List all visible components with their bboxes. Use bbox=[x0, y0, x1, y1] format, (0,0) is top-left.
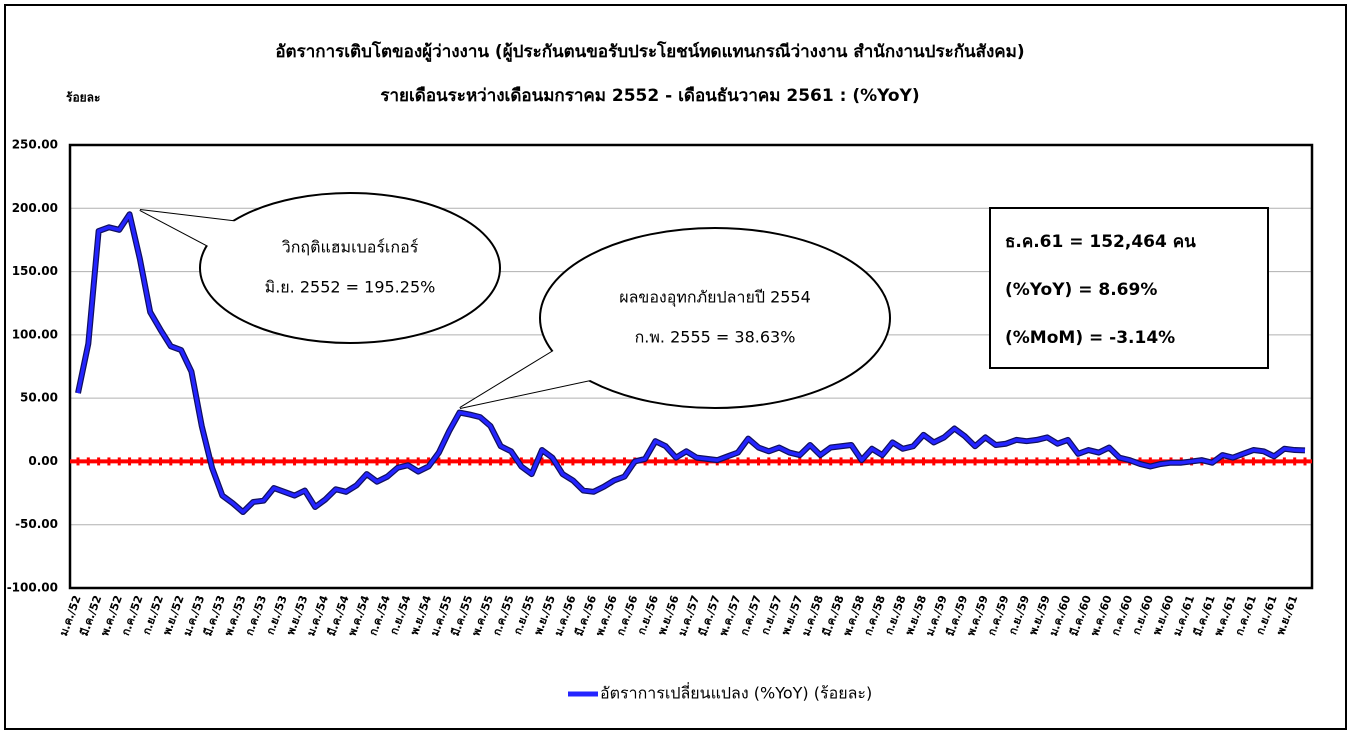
series-line bbox=[76, 212, 1306, 514]
y-tick-label: 0.00 bbox=[28, 454, 58, 468]
y-tick-label: 200.00 bbox=[12, 201, 58, 215]
plot-border bbox=[68, 143, 1314, 590]
info-text: (%YoY) = 8.69% bbox=[1005, 280, 1157, 300]
info-text: (%MoM) = -3.14% bbox=[1005, 328, 1175, 348]
y-tick-label: 250.00 bbox=[12, 138, 58, 152]
chart-subtitle: รายเดือนระหว่างเดือนมกราคม 2552 - เดือนธ… bbox=[380, 85, 919, 106]
callout-text: ผลของอุทกภัยปลายปี 2554 bbox=[619, 288, 811, 308]
info-text: ธ.ค.61 = 152,464 คน bbox=[1005, 232, 1196, 252]
callout-text: วิกฤติแฮมเบอร์เกอร์ bbox=[282, 238, 419, 257]
legend-label: อัตราการเปลี่ยนแปลง (%YoY) (ร้อยละ) bbox=[600, 682, 872, 703]
callout-text: ก.พ. 2555 = 38.63% bbox=[635, 328, 796, 347]
callout-bubble bbox=[199, 192, 501, 344]
y-tick-label: -50.00 bbox=[15, 517, 58, 531]
callout-join bbox=[460, 350, 600, 408]
chart-title: อัตราการเติบโตของผู้ว่างงาน (ผู้ประกันตน… bbox=[275, 41, 1024, 63]
y-tick-label: 100.00 bbox=[12, 327, 58, 341]
callout-join bbox=[140, 210, 240, 248]
info-box bbox=[989, 207, 1269, 369]
callout-bubble bbox=[539, 227, 891, 409]
callout-text: มิ.ย. 2552 = 195.25% bbox=[265, 278, 436, 297]
y-tick-label: -100.00 bbox=[7, 581, 58, 595]
y-axis-label: ร้อยละ bbox=[66, 91, 100, 105]
y-tick-label: 150.00 bbox=[12, 264, 58, 278]
y-tick-label: 50.00 bbox=[20, 391, 58, 405]
